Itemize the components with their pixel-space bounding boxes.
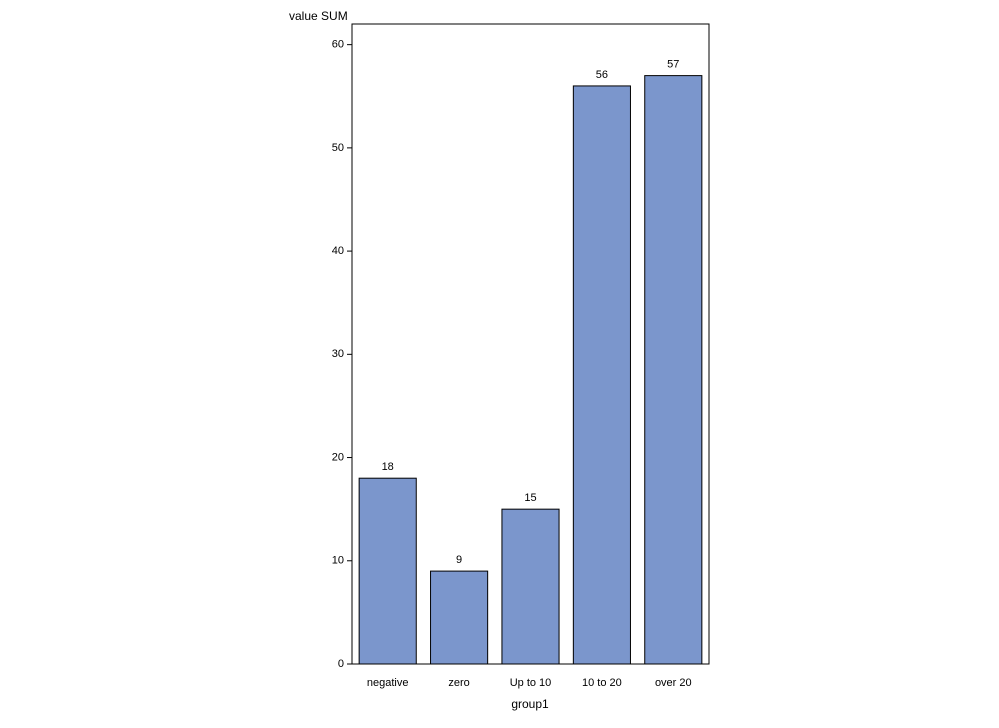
value-label: 18: [382, 461, 394, 473]
y-axis-label: value SUM: [289, 9, 348, 23]
bar: [358, 477, 417, 665]
bar: [430, 570, 489, 665]
y-tick-label: 10: [332, 555, 344, 567]
value-label: 56: [596, 69, 608, 81]
x-tick-label: negative: [367, 677, 409, 689]
x-tick-label: Up to 10: [510, 677, 552, 689]
value-label: 15: [524, 492, 536, 504]
x-tick-label: 10 to 20: [582, 677, 622, 689]
y-tick-label: 40: [332, 245, 344, 257]
value-label: 9: [456, 554, 462, 566]
y-tick-label: 30: [332, 348, 344, 360]
x-axis-label: group1: [511, 697, 549, 711]
y-tick-label: 50: [332, 142, 344, 154]
y-tick-label: 20: [332, 451, 344, 463]
bar: [644, 75, 703, 665]
x-tick-label: over 20: [655, 677, 692, 689]
y-tick-label: 60: [332, 39, 344, 51]
bar: [501, 508, 560, 665]
value-label: 57: [667, 59, 679, 71]
x-tick-label: zero: [448, 677, 469, 689]
bar: [572, 85, 631, 665]
y-tick-label: 0: [338, 658, 344, 670]
